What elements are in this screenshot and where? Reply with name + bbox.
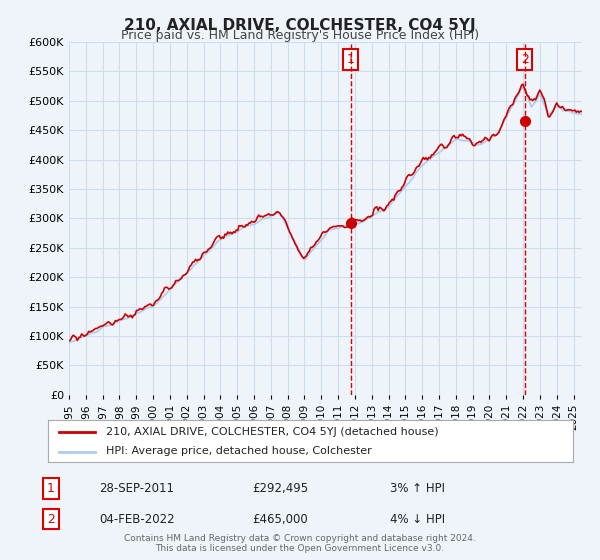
210, AXIAL DRIVE, COLCHESTER, CO4 5YJ (detached house) [445, 141, 452, 148]
Text: 4% ↓ HPI: 4% ↓ HPI [390, 512, 445, 526]
210, AXIAL DRIVE, COLCHESTER, CO4 5YJ (detached house) [152, 297, 160, 304]
Text: Price paid vs. HM Land Registry's House Price Index (HPI): Price paid vs. HM Land Registry's House … [121, 29, 479, 42]
Line: 210, AXIAL DRIVE, COLCHESTER, CO4 5YJ (detached house): 210, AXIAL DRIVE, COLCHESTER, CO4 5YJ (d… [69, 84, 582, 341]
Text: 210, AXIAL DRIVE, COLCHESTER, CO4 5YJ: 210, AXIAL DRIVE, COLCHESTER, CO4 5YJ [124, 18, 476, 33]
Text: 210, AXIAL DRIVE, COLCHESTER, CO4 5YJ (detached house): 210, AXIAL DRIVE, COLCHESTER, CO4 5YJ (d… [106, 427, 439, 437]
210, AXIAL DRIVE, COLCHESTER, CO4 5YJ (detached house) [342, 224, 349, 231]
Text: Contains HM Land Registry data © Crown copyright and database right 2024.
This d: Contains HM Land Registry data © Crown c… [124, 534, 476, 553]
210, AXIAL DRIVE, COLCHESTER, CO4 5YJ (detached house) [171, 281, 178, 287]
Text: 3% ↑ HPI: 3% ↑ HPI [390, 482, 445, 495]
Text: 2: 2 [521, 53, 529, 66]
HPI: Average price, detached house, Colchester: (2.02e+03, 5.24e+05): Average price, detached house, Colcheste… [520, 83, 527, 90]
Text: £465,000: £465,000 [252, 512, 308, 526]
HPI: Average price, detached house, Colchester: (2e+03, 1.55e+05): Average price, detached house, Colcheste… [152, 300, 160, 307]
210, AXIAL DRIVE, COLCHESTER, CO4 5YJ (detached house) [520, 81, 527, 87]
Text: 1: 1 [47, 482, 55, 495]
210, AXIAL DRIVE, COLCHESTER, CO4 5YJ (detached house) [65, 338, 73, 344]
210, AXIAL DRIVE, COLCHESTER, CO4 5YJ (detached house) [417, 160, 424, 166]
Text: 2: 2 [47, 512, 55, 526]
Text: HPI: Average price, detached house, Colchester: HPI: Average price, detached house, Colc… [106, 446, 371, 456]
Line: HPI: Average price, detached house, Colchester: HPI: Average price, detached house, Colc… [69, 86, 582, 343]
Text: 1: 1 [347, 53, 355, 66]
HPI: Average price, detached house, Colchester: (2.03e+03, 4.77e+05): Average price, detached house, Colcheste… [578, 111, 586, 118]
HPI: Average price, detached house, Colchester: (2.01e+03, 2.88e+05): Average price, detached house, Colcheste… [342, 222, 349, 229]
210, AXIAL DRIVE, COLCHESTER, CO4 5YJ (detached house) [116, 316, 123, 323]
HPI: Average price, detached house, Colchester: (2e+03, 1.88e+05): Average price, detached house, Colcheste… [171, 281, 178, 288]
HPI: Average price, detached house, Colchester: (2.02e+03, 4.25e+05): Average price, detached house, Colcheste… [445, 142, 452, 148]
Text: 28-SEP-2011: 28-SEP-2011 [99, 482, 174, 495]
Text: £292,495: £292,495 [252, 482, 308, 495]
210, AXIAL DRIVE, COLCHESTER, CO4 5YJ (detached house) [578, 108, 586, 115]
HPI: Average price, detached house, Colchester: (2e+03, 1.26e+05): Average price, detached house, Colcheste… [116, 317, 123, 324]
HPI: Average price, detached house, Colchester: (2e+03, 8.82e+04): Average price, detached house, Colcheste… [65, 339, 73, 346]
HPI: Average price, detached house, Colchester: (2.02e+03, 3.87e+05): Average price, detached house, Colcheste… [417, 164, 424, 171]
Text: 04-FEB-2022: 04-FEB-2022 [99, 512, 175, 526]
